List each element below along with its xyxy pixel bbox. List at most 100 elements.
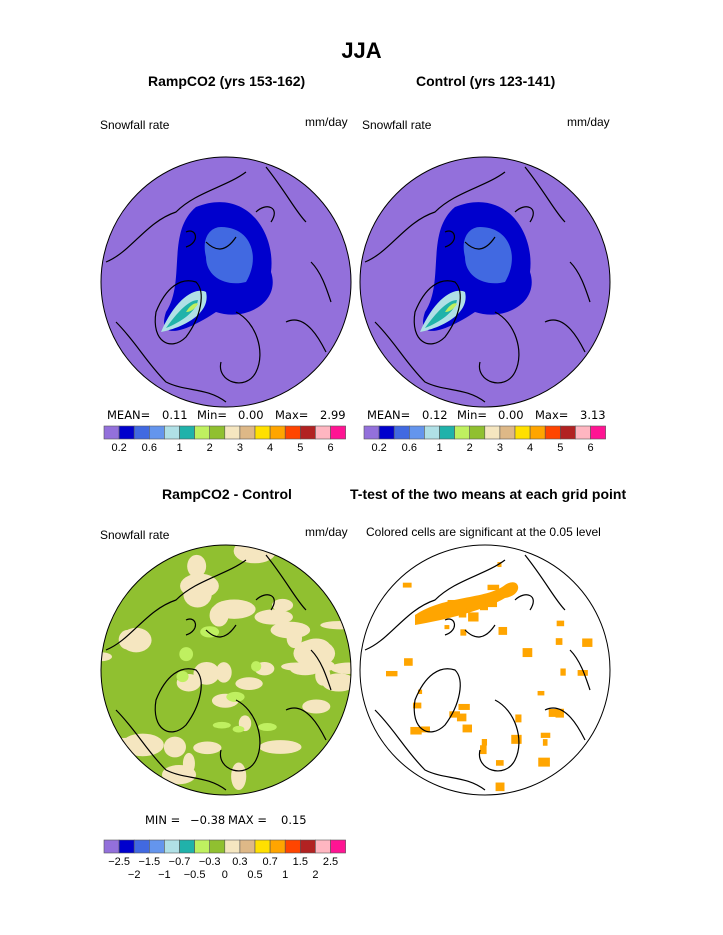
field-minus0.5 [179,647,194,662]
colorbar-tick-label: 1 [436,442,443,454]
field-0.6-1 [204,227,253,284]
coastline [154,280,202,345]
significant-cell [522,648,533,658]
significant-cell [410,726,422,735]
colorbar-box [133,839,150,854]
p3-min-label: MIN = [145,813,181,827]
field-0-0.3 [320,620,351,630]
significant-cell [420,726,430,733]
colorbar-tick-label: 6 [327,442,334,454]
coastline [154,668,202,733]
significant-cell [468,612,479,622]
significant-cell [537,690,545,696]
significant-cell [495,594,501,600]
significant-cell [460,629,467,636]
significant-cell [515,714,522,723]
significant-cell [402,582,412,588]
colorbar-box [514,425,531,440]
significant-cell [456,713,467,722]
map-panel-1 [101,157,351,407]
significant-cell [479,600,488,611]
field-minus0.5 [212,721,231,729]
colorbar-box [133,425,150,440]
figure-title: JJA [341,38,382,63]
significant-cell [560,668,566,676]
coastline [514,206,591,303]
field-0.6-1 [463,227,512,284]
field-minus0.5 [200,626,220,638]
field-0-0.3 [338,738,351,752]
coastline [115,709,227,791]
field-0-0.3 [302,699,331,714]
field-0-0.3 [259,740,302,754]
coastline [219,311,327,384]
colorbar-tick-label: −2 [127,869,141,881]
significant-cell [540,732,551,738]
colorbar-box [408,425,425,440]
significant-cell [481,738,488,746]
colorbar-box [484,425,501,440]
panel3-title: RampCO2 - Control [162,486,292,502]
colorbar-box [454,425,471,440]
p1-max: 2.99 [320,408,346,422]
p1-min-label: Min= [197,408,228,422]
colorbar-box [224,839,241,854]
map-panel-3 [101,545,351,795]
colorbar-box [209,425,226,440]
field-minus0.5 [251,661,262,672]
significant-cell [458,608,467,618]
colorbar-tick-label: −0.3 [198,856,221,868]
significant-cell [485,597,498,608]
colorbar-box [164,839,180,854]
field-0-0.3 [254,609,293,625]
significant-cell [417,689,423,695]
p1-min: 0.00 [238,408,264,422]
colorbar-box [103,839,120,854]
field-0-0.3 [215,662,232,683]
panel1-units: mm/day [305,115,348,129]
coastline [478,699,586,772]
colorbar-tick-label: 0.2 [371,442,387,454]
colorbar-tick-label: −1.5 [138,856,161,868]
significant-cell [449,711,460,718]
field-minus0.5 [226,691,245,702]
panel3-variable: Snowfall rate [100,528,170,542]
colorbar-box [559,425,576,440]
colorbar-tick-label: 0.2 [111,442,127,454]
colorbar-box [590,425,606,440]
coastline [255,206,332,303]
significant-cell [444,625,450,630]
p1-max-label: Max= [275,408,309,422]
colorbar-tick-label: 0.3 [232,856,248,868]
p2-max-label: Max= [535,408,569,422]
significant-cell [487,584,500,591]
significant-cell [548,708,561,717]
field-0-0.3 [233,545,277,564]
significant-cell [498,626,508,635]
coastline [364,554,566,651]
coastline [105,554,307,651]
coastline [255,594,332,691]
p2-mean: 0.12 [422,408,448,422]
colorbar-tick-label: 0.5 [247,869,263,881]
colorbar-box [209,839,226,854]
p2-min-label: Min= [457,408,488,422]
colorbar-tick-label: 0.7 [262,856,278,868]
significant-cell [577,670,588,676]
colorbar-box [254,839,271,854]
significant-cell [480,745,487,755]
field-0-0.3 [212,599,256,619]
field-0-0.3 [286,628,303,649]
field-0-0.3 [101,545,108,560]
p1-mean-label: MEAN= [107,408,151,422]
field-0-0.3 [235,677,263,690]
field-0-0.3 [101,736,123,746]
panel2-variable: Snowfall rate [362,118,432,132]
map-border [100,544,352,796]
p1-mean: 0.11 [162,408,188,422]
coastline [374,709,486,791]
p3-min: −0.38 [190,813,226,827]
colorbar-box [179,425,195,440]
colorbar-box [469,425,486,440]
